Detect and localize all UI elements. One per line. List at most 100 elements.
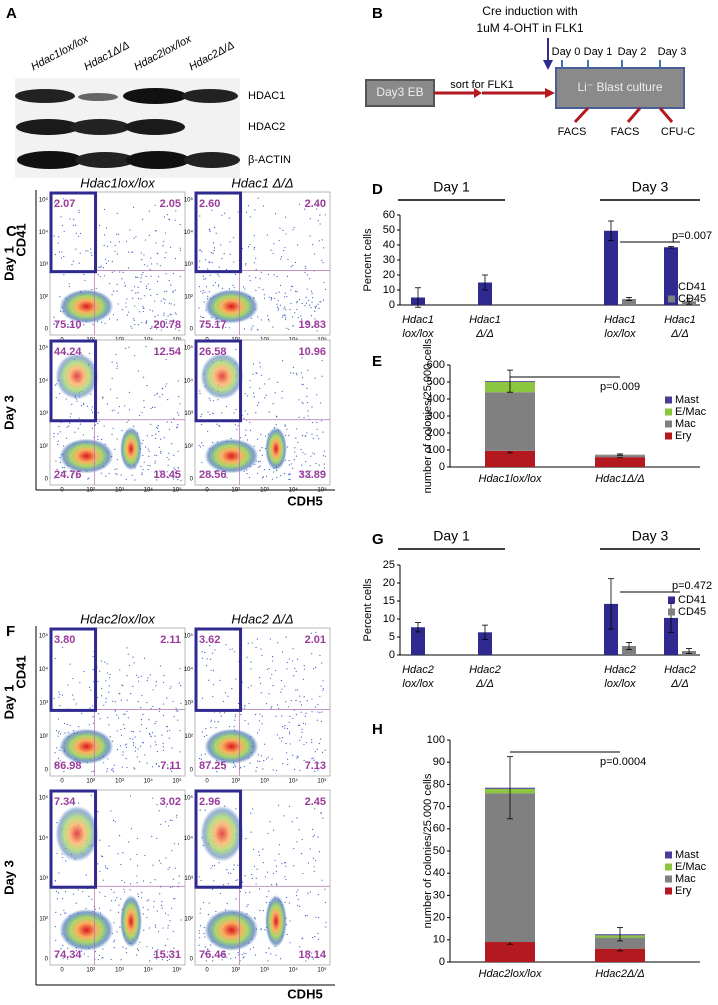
cell-event: [255, 412, 257, 414]
cell-event: [179, 275, 181, 278]
cell-event: [142, 305, 144, 307]
cell-event: [175, 710, 177, 712]
cell-event: [292, 372, 294, 374]
cell-event: [284, 727, 286, 729]
cell-event: [321, 711, 323, 713]
cell-event: [90, 794, 92, 796]
cell-event: [171, 443, 173, 445]
cell-event: [168, 279, 170, 282]
bar: [664, 617, 678, 655]
cell-event: [219, 679, 221, 681]
cell-event: [209, 274, 211, 276]
cell-event: [202, 292, 204, 294]
cell-event: [154, 204, 156, 206]
legend-label: Ery: [675, 430, 692, 442]
cell-event: [200, 442, 203, 444]
cell-event: [139, 941, 141, 943]
cell-event: [149, 268, 151, 271]
cell-event: [167, 399, 169, 401]
cell-event: [311, 301, 313, 303]
cell-event: [111, 769, 113, 771]
density: [120, 895, 142, 948]
cell-event: [130, 693, 132, 695]
cell-event: [288, 805, 290, 807]
note: Cre induction with: [482, 4, 577, 18]
cell-event: [230, 958, 232, 960]
cell-event: [65, 912, 67, 914]
blot-column-label: Hdac2Δ/Δ: [187, 39, 236, 73]
cell-event: [284, 216, 287, 218]
y-tick-label: 10⁵: [184, 197, 194, 204]
cell-event: [208, 291, 210, 293]
cell-event: [260, 692, 262, 694]
legend-label: CD41: [678, 594, 706, 606]
cell-event: [136, 865, 139, 867]
cell-event: [163, 298, 165, 300]
cell-event: [161, 959, 163, 961]
cell-event: [249, 762, 251, 764]
x-tick-label: lox/lox: [402, 328, 434, 340]
cell-event: [251, 877, 253, 880]
cell-event: [219, 954, 222, 956]
axis-label: CDH5: [287, 493, 322, 508]
cell-event: [321, 375, 323, 377]
cell-event: [316, 208, 318, 210]
cell-event: [65, 860, 67, 862]
cell-event: [59, 461, 62, 463]
cell-event: [273, 274, 275, 276]
cell-event: [114, 244, 116, 246]
x-tick-label: Hdac2Δ/Δ: [595, 968, 645, 980]
cell-event: [317, 220, 320, 222]
cell-event: [162, 742, 164, 745]
cell-event: [179, 247, 181, 249]
cell-event: [202, 901, 205, 904]
cell-event: [173, 454, 175, 456]
cell-event: [66, 723, 68, 726]
cell-event: [63, 770, 65, 773]
cell-event: [142, 307, 144, 309]
cell-event: [212, 284, 214, 286]
cell-event: [301, 401, 303, 403]
cell-event: [306, 288, 308, 290]
note: 1uM 4-OHT in FLK1: [476, 21, 583, 35]
cell-event: [166, 697, 168, 699]
cell-event: [278, 853, 280, 855]
cell-event: [262, 909, 264, 912]
cell-event: [290, 289, 292, 291]
cell-event: [295, 372, 297, 374]
cell-event: [153, 954, 155, 956]
cell-event: [157, 425, 159, 427]
cell-event: [324, 455, 327, 457]
cell-event: [320, 767, 322, 769]
cell-event: [158, 431, 160, 433]
cell-event: [283, 862, 285, 864]
cell-event: [167, 315, 169, 317]
cell-event: [308, 304, 311, 306]
cell-event: [310, 470, 312, 472]
cell-event: [305, 960, 307, 962]
cell-event: [313, 759, 315, 761]
cell-event: [300, 711, 302, 713]
readout-label: FACS: [558, 126, 587, 138]
cell-event: [295, 699, 297, 702]
cell-event: [175, 210, 177, 212]
cell-event: [172, 272, 174, 275]
cell-event: [104, 895, 106, 897]
cell-event: [288, 460, 290, 462]
y-axis-label: number of colonies/25.000 cells: [422, 773, 434, 928]
cell-event: [244, 410, 246, 412]
cell-event: [268, 468, 271, 471]
cell-event: [97, 435, 99, 437]
cell-event: [125, 347, 127, 349]
cell-event: [132, 742, 135, 744]
cell-event: [318, 917, 320, 919]
cell-event: [67, 731, 69, 734]
cell-event: [321, 751, 324, 753]
cell-event: [66, 426, 68, 428]
cell-event: [286, 295, 288, 298]
cell-event: [234, 765, 237, 768]
cell-event: [75, 950, 78, 952]
cell-event: [202, 289, 204, 292]
cell-event: [124, 744, 126, 746]
cell-event: [141, 321, 143, 324]
